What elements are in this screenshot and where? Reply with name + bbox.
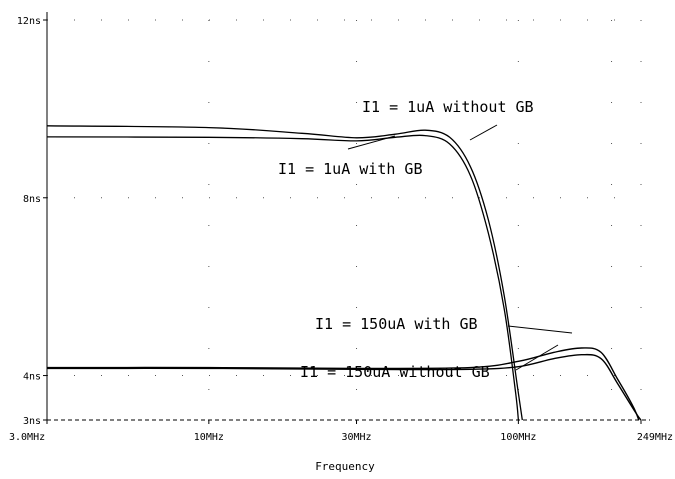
x-tick-layer: 3.0MHz 10MHz 30MHz 100MHz 249MHz [9, 420, 673, 443]
y-tick-label: 3ns [23, 416, 41, 427]
annotation-label-2: I1 = 1uA with GB [278, 160, 423, 178]
x-axis-label: Frequency [315, 460, 375, 473]
grid-layer [47, 19, 642, 420]
series-line-4 [46, 353, 642, 421]
x-tick-label: 10MHz [194, 432, 224, 443]
annotation-label-1: I1 = 1uA without GB [362, 98, 534, 116]
y-tick-label: 12ns [17, 16, 41, 27]
y-tick-label: 8ns [23, 194, 41, 205]
annotation-label-4: I1 = 150uA without GB [300, 363, 490, 381]
annotation-leader-1 [469, 124, 498, 141]
annotation-label-3: I1 = 150uA with GB [315, 315, 478, 333]
axis-layer [46, 12, 650, 421]
annotation-leader-4 [515, 344, 559, 371]
annotation-leader-2 [347, 135, 396, 150]
y-tick-layer: 12ns 8ns 4ns 3ns [17, 16, 47, 427]
series-line-2 [46, 134, 520, 421]
series-line-3 [46, 347, 640, 421]
annotation-layer: I1 = 1uA without GB I1 = 1uA with GB I1 = … [278, 98, 573, 381]
annotation-leader-3 [507, 325, 573, 334]
x-tick-label: 30MHz [341, 432, 371, 443]
series-layer [46, 125, 642, 421]
x-tick-label: 3.0MHz [9, 432, 45, 443]
series-line-1 [46, 125, 523, 421]
y-tick-label: 4ns [23, 372, 41, 383]
x-tick-label: 249MHz [637, 432, 673, 443]
x-tick-label: 100MHz [500, 432, 536, 443]
